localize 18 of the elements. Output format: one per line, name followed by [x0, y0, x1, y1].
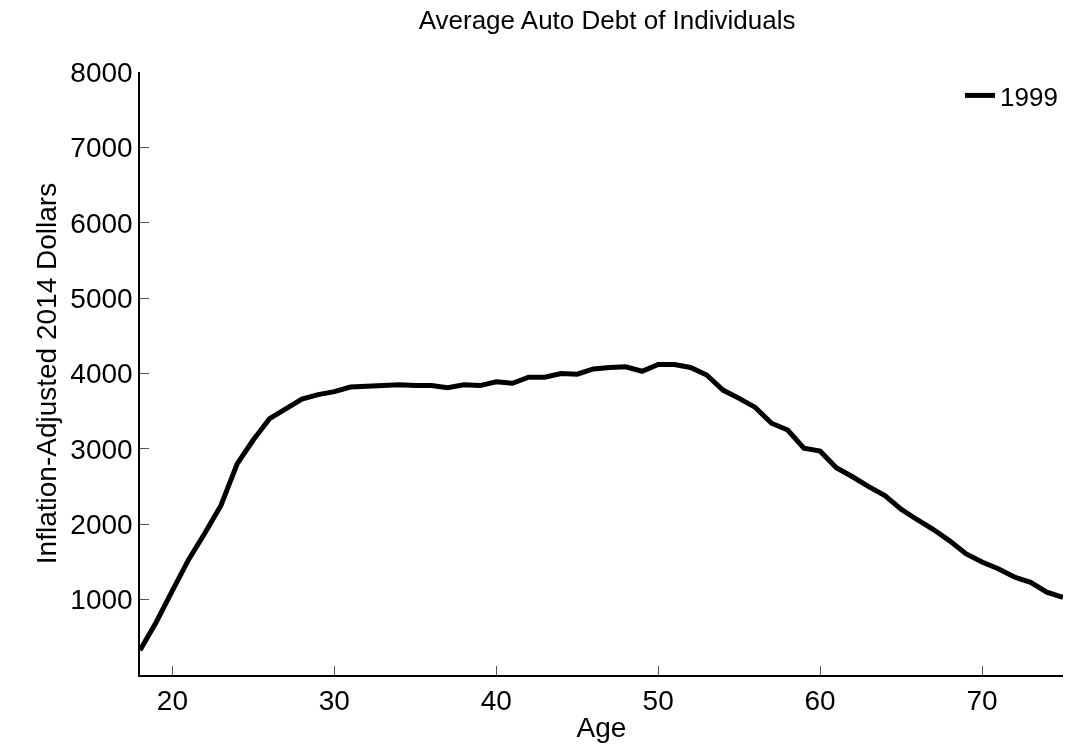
- x-tick-label: 50: [642, 685, 674, 717]
- x-tick-label: 30: [318, 685, 350, 717]
- x-axis-title: Age: [576, 711, 627, 743]
- y-tick-label: 4000: [70, 358, 133, 390]
- y-tick-label: 6000: [70, 207, 133, 239]
- y-tick-label: 3000: [70, 433, 133, 465]
- y-tick-label: 7000: [70, 132, 133, 164]
- x-tick-label: 70: [966, 685, 998, 717]
- x-tick-label: 20: [156, 685, 188, 717]
- chart-title: Average Auto Debt of Individuals: [418, 5, 796, 36]
- y-tick-label: 1000: [70, 584, 133, 616]
- x-tick-label: 40: [480, 685, 512, 717]
- y-axis-title: Inflation-Adjusted 2014 Dollars: [30, 182, 62, 565]
- legend-label: 1999: [1000, 81, 1058, 112]
- y-tick-label: 5000: [70, 282, 133, 314]
- x-tick-label: 60: [804, 685, 836, 717]
- y-tick-label: 2000: [70, 509, 133, 541]
- y-tick-label: 8000: [70, 56, 133, 88]
